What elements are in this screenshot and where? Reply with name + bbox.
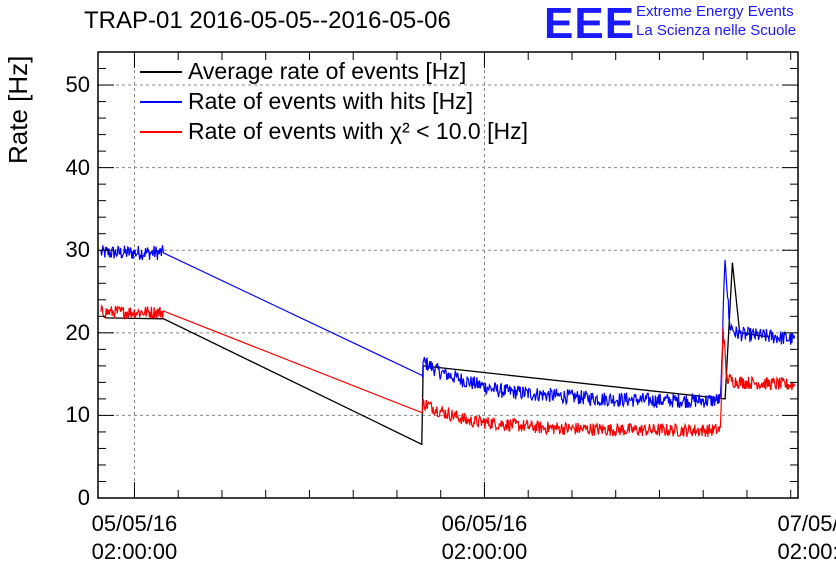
legend-entry-0: Average rate of events [Hz]: [188, 58, 467, 84]
y-axis-label: Rate [Hz]: [3, 55, 33, 164]
y-tick-label: 50: [65, 72, 90, 98]
eee-logo: EEE: [544, 0, 636, 48]
y-tick-label: 20: [65, 319, 90, 345]
x-tick-label: 06/05/16 02:00:00: [441, 511, 528, 564]
logo-line-2: La Scienza nelle Scuole: [636, 22, 797, 39]
legend-entry-2: Rate of events with χ² < 10.0 [Hz]: [188, 118, 528, 144]
legend-entry-1: Rate of events with hits [Hz]: [188, 88, 474, 114]
x-tick-label: 05/05/16 02:00:00: [91, 511, 178, 564]
series-line-0: [105, 262, 769, 446]
series-line-2: [100, 304, 796, 437]
y-tick-label: 30: [65, 237, 90, 263]
logo-line-1: Extreme Energy Events: [636, 3, 794, 20]
y-tick-label: 0: [77, 485, 90, 510]
chart-title: TRAP-01 2016-05-05--2016-05-06: [84, 7, 451, 34]
y-tick-label: 40: [65, 154, 90, 180]
series-line-1: [100, 245, 796, 409]
plot-frame: [97, 51, 799, 499]
y-tick-label: 10: [65, 402, 90, 428]
